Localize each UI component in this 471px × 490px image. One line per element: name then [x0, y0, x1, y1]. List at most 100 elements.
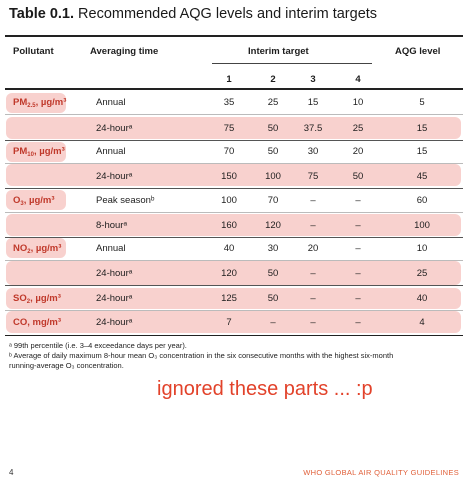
aqg-level-cell: 10 — [416, 243, 428, 254]
interim-rule — [212, 63, 372, 64]
interim-target-cell: – — [355, 220, 361, 231]
pollutant-subscript: 2.5 — [27, 103, 36, 109]
interim-target-cell: – — [355, 268, 361, 279]
table-title: Table 0.1. Recommended AQG levels and in… — [9, 6, 377, 22]
header-rule — [5, 88, 463, 90]
pollutant-label: SO2, µg/m³ — [13, 293, 61, 308]
interim-target-cell: 50 — [267, 123, 279, 134]
averaging-time-cell: Annual — [96, 146, 126, 157]
interim-target-cell: 40 — [223, 243, 235, 254]
averaging-time-cell: Annual — [96, 243, 126, 254]
interim-target-cell: 25 — [267, 97, 279, 108]
aqg-level-cell: 25 — [416, 268, 428, 279]
row-divider — [5, 260, 463, 261]
row-divider — [5, 140, 463, 141]
pollutant-label: PM10, µg/m³ — [13, 146, 65, 161]
interim-target-cell: 120 — [265, 220, 281, 231]
interim-target-cell: – — [355, 293, 361, 304]
pollutant-symbol: O — [13, 195, 21, 206]
pollutant-subscript: 2 — [27, 249, 31, 255]
averaging-time-cell: 8-hourᵃ — [96, 220, 127, 231]
interim-target-cell: 120 — [221, 268, 237, 279]
interim-target-cell: 20 — [307, 243, 319, 254]
pollutant-symbol: PM — [13, 146, 28, 157]
averaging-time-cell: Annual — [96, 97, 126, 108]
aqg-level-cell: 15 — [416, 146, 428, 157]
aqg-level-cell: 45 — [416, 171, 428, 182]
row-divider — [5, 188, 463, 189]
row-divider — [5, 114, 463, 115]
table-title-number: Table 0.1. — [9, 6, 75, 22]
highlight-band — [6, 117, 461, 139]
interim-target-cell: 75 — [223, 123, 235, 134]
pollutant-unit: , µg/m³ — [33, 146, 65, 157]
top-rule — [5, 35, 463, 37]
header-target-1: 1 — [226, 74, 232, 85]
footnote-a: ᵃ 99th percentile (i.e. 3–4 exceedance d… — [9, 341, 187, 350]
pollutant-symbol: CO — [13, 317, 28, 328]
averaging-time-cell: 24-hourᵃ — [96, 293, 133, 304]
pollutant-label: PM2.5, µg/m³ — [13, 97, 66, 112]
pollutant-symbol: NO — [13, 243, 28, 254]
highlight-band — [6, 261, 461, 285]
footnote-b-cont: running-average O₃ concentration. — [9, 361, 124, 370]
pollutant-unit: , µg/m³ — [23, 195, 55, 206]
interim-target-cell: 37.5 — [303, 123, 323, 134]
interim-target-cell: 50 — [267, 293, 279, 304]
interim-target-cell: – — [355, 243, 361, 254]
page-number: 4 — [9, 468, 14, 477]
highlight-band — [6, 93, 66, 113]
row-divider — [5, 163, 463, 164]
interim-target-cell: – — [310, 293, 316, 304]
header-pollutant: Pollutant — [13, 46, 54, 57]
interim-target-cell: 30 — [267, 243, 279, 254]
interim-target-cell: 125 — [221, 293, 237, 304]
pollutant-label: O3, µg/m³ — [13, 195, 55, 210]
averaging-time-cell: 24-hourᵃ — [96, 317, 133, 328]
handwritten-note: ignored these parts ... :p — [157, 378, 373, 400]
interim-target-cell: – — [270, 317, 276, 328]
aqg-level-cell: 40 — [416, 293, 428, 304]
highlight-band — [6, 190, 66, 210]
aqg-level-cell: 15 — [416, 123, 428, 134]
header-averaging-time: Averaging time — [90, 46, 159, 57]
row-divider — [5, 285, 463, 286]
interim-target-cell: 50 — [267, 268, 279, 279]
pollutant-subscript: 3 — [20, 201, 24, 207]
aqg-level-cell: 5 — [419, 97, 425, 108]
interim-target-cell: 100 — [265, 171, 281, 182]
aqg-level-cell: 4 — [419, 317, 425, 328]
interim-target-cell: – — [310, 195, 316, 206]
interim-target-cell: 75 — [307, 171, 319, 182]
averaging-time-cell: 24-hourᵃ — [96, 171, 133, 182]
pollutant-subscript: 2 — [26, 299, 31, 305]
interim-target-cell: 15 — [307, 97, 319, 108]
interim-target-cell: – — [355, 195, 361, 206]
highlight-band — [6, 288, 461, 309]
header-interim-target: Interim target — [248, 46, 309, 57]
guide-title-footer: WHO GLOBAL AIR QUALITY GUIDELINES — [303, 468, 459, 477]
interim-target-cell: – — [355, 317, 361, 328]
aqg-level-cell: 60 — [416, 195, 428, 206]
interim-target-cell: 25 — [352, 123, 364, 134]
aqg-level-cell: 100 — [414, 220, 430, 231]
interim-target-cell: 70 — [267, 195, 279, 206]
pollutant-unit: , µg/m³ — [35, 97, 67, 108]
pollutant-label: NO2, µg/m³ — [13, 243, 61, 258]
highlight-band — [6, 214, 461, 236]
averaging-time-cell: Peak seasonᵇ — [96, 195, 155, 206]
header-aqg-level: AQG level — [395, 46, 441, 57]
header-target-4: 4 — [355, 74, 361, 85]
row-divider — [5, 212, 463, 213]
row-divider — [5, 237, 463, 238]
highlight-band — [6, 164, 461, 186]
interim-target-cell: 50 — [267, 146, 279, 157]
interim-target-cell: – — [310, 317, 316, 328]
interim-target-cell: 100 — [221, 195, 237, 206]
interim-target-cell: 30 — [307, 146, 319, 157]
interim-target-cell: – — [310, 220, 316, 231]
pollutant-label: CO, mg/m³ — [13, 317, 61, 329]
interim-target-cell: 35 — [223, 97, 235, 108]
interim-target-cell: 70 — [223, 146, 235, 157]
interim-target-cell: 10 — [352, 97, 364, 108]
